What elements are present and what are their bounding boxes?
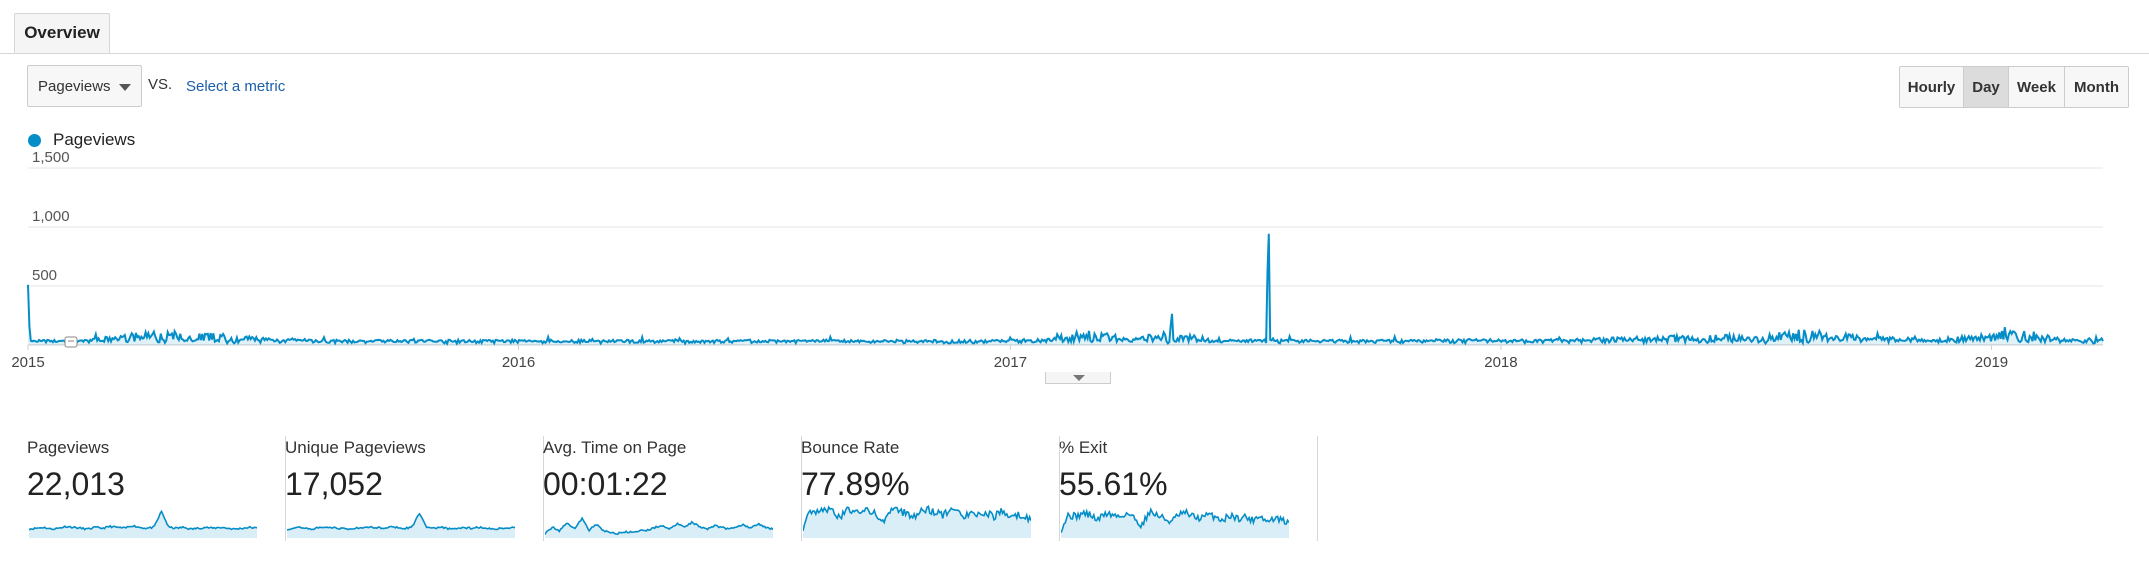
y-tick-label: 500	[32, 267, 57, 284]
scorecard-unique-pageviews[interactable]: Unique Pageviews 17,052	[285, 436, 544, 541]
sparkline-area	[29, 511, 257, 538]
annotation-marker-icon[interactable]	[64, 336, 78, 348]
scorecard-label: Avg. Time on Page	[543, 438, 687, 457]
x-tick-label: 2019	[1975, 354, 2008, 371]
granularity-day-button[interactable]: Day	[1963, 67, 2008, 107]
granularity-month-button[interactable]: Month	[2064, 67, 2128, 107]
sparkline	[1061, 507, 1289, 538]
x-tick-label: 2016	[502, 354, 535, 371]
metric-dropdown[interactable]: Pageviews	[27, 65, 142, 107]
caret-down-icon	[119, 84, 131, 91]
sparkline	[545, 516, 773, 538]
sparkline	[287, 512, 515, 538]
pageviews-line	[27, 233, 2104, 347]
scorecard-label: % Exit	[1059, 438, 1108, 457]
scorecard-value: 22,013	[27, 466, 125, 502]
scorecard-label: Bounce Rate	[801, 438, 900, 457]
x-tick-label: 2018	[1484, 354, 1517, 371]
tab-bar: Overview	[0, 0, 2149, 54]
y-tick-label: 1,000	[32, 208, 70, 225]
granularity-toggle: Hourly Day Week Month	[1899, 66, 2129, 108]
scorecard-label: Unique Pageviews	[285, 438, 426, 457]
x-tick-label: 2017	[994, 354, 1027, 371]
metric-dropdown-label: Pageviews	[38, 77, 111, 95]
sparkline-line	[1061, 507, 1289, 534]
scorecard-label: Pageviews	[27, 438, 110, 457]
chart-legend: Pageviews	[28, 130, 135, 150]
scorecard-pageviews[interactable]: Pageviews 22,013	[27, 436, 286, 541]
sparkline-line	[545, 516, 773, 536]
scorecard-value: 55.61%	[1059, 466, 1168, 502]
sparkline-area	[287, 513, 515, 538]
vs-label: VS.	[148, 76, 173, 93]
tab-overview[interactable]: Overview	[14, 13, 110, 53]
sparkline	[803, 504, 1031, 538]
sparkline-area	[1061, 509, 1289, 538]
scorecard-bounce-rate[interactable]: Bounce Rate 77.89%	[801, 436, 1060, 541]
sparkline-line	[803, 504, 1031, 532]
legend-label: Pageviews	[53, 130, 136, 149]
scorecard-value: 17,052	[285, 466, 383, 502]
y-tick-label: 1,500	[32, 150, 70, 166]
chevron-down-icon	[1073, 375, 1085, 381]
scorecard-avg-time-on-page[interactable]: Avg. Time on Page 00:01:22	[543, 436, 802, 541]
sparkline-area	[545, 518, 773, 538]
select-metric-link[interactable]: Select a metric	[186, 78, 286, 95]
sparkline-line	[287, 512, 515, 531]
sparkline	[29, 509, 257, 538]
scorecard-value: 00:01:22	[543, 466, 668, 502]
x-tick-label: 2015	[11, 354, 44, 371]
legend-dot-icon	[28, 133, 41, 147]
scorecard-value: 77.89%	[801, 466, 910, 502]
chart-collapse-handle[interactable]	[1045, 372, 1111, 384]
pageviews-area	[28, 233, 2103, 345]
pageviews-chart: 1,500 1,000 500 2015 2016 2017 2018 2019	[11, 150, 2104, 371]
sparkline-line	[29, 509, 257, 531]
granularity-week-button[interactable]: Week	[2008, 67, 2064, 107]
scorecard-exit-rate[interactable]: % Exit 55.61%	[1059, 436, 1318, 541]
granularity-hourly-button[interactable]: Hourly	[1900, 67, 1963, 107]
